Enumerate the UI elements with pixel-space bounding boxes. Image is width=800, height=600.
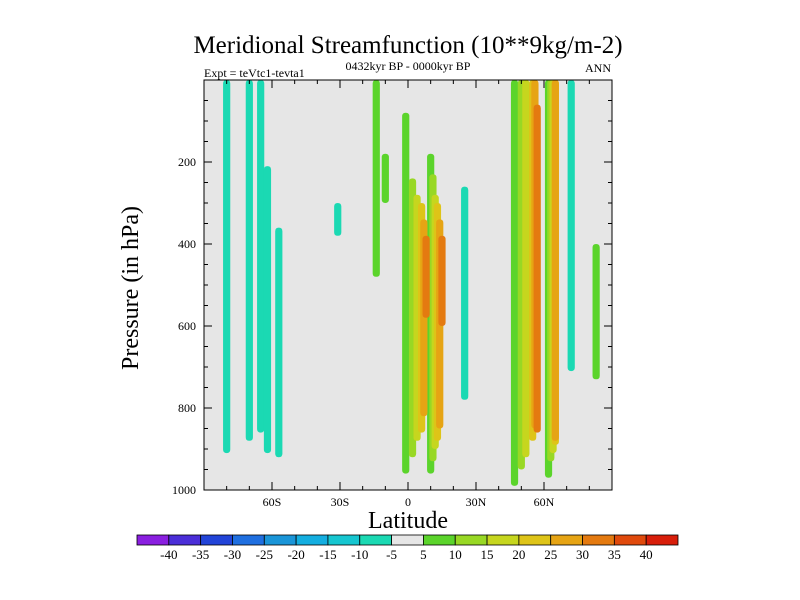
colorbar-label-9: 10 bbox=[449, 547, 462, 562]
contour-cell--5-3 bbox=[263, 166, 272, 454]
x-tick-label-4: 60N bbox=[534, 495, 555, 509]
contour-cell--5-5 bbox=[334, 203, 342, 236]
contour-cell-30-2 bbox=[533, 104, 541, 433]
colorbar-label-1: -35 bbox=[192, 547, 209, 562]
colorbar-box-11 bbox=[486, 534, 520, 546]
colorbar-box-6 bbox=[327, 534, 361, 546]
colorbar-label-14: 35 bbox=[608, 547, 621, 562]
colorbar-label-15: 40 bbox=[640, 547, 653, 562]
experiment-label: Expt = teVtc1-tevta1 bbox=[204, 66, 305, 80]
colorbar-box-14 bbox=[582, 534, 615, 546]
contour-cell-30-0 bbox=[422, 235, 430, 318]
colorbar-label-10: 15 bbox=[481, 547, 494, 562]
colorbar-box-12 bbox=[518, 534, 552, 546]
contour-cell--5-6 bbox=[461, 186, 469, 400]
contour-cell--5-0 bbox=[223, 80, 231, 454]
time-range-label: 0432kyr BP - 0000kyr BP bbox=[346, 59, 471, 73]
contour-cell--5-7 bbox=[567, 80, 575, 372]
chart-title: Meridional Streamfunction (10**9kg/m-2) bbox=[193, 32, 622, 59]
contour-cell-5-6 bbox=[592, 244, 600, 380]
contour-cell-5-0 bbox=[372, 80, 380, 277]
x-tick-label-0: 60S bbox=[263, 495, 282, 509]
season-label: ANN bbox=[585, 61, 611, 75]
contour-cell-25-3 bbox=[551, 80, 559, 441]
colorbar-label-12: 25 bbox=[544, 547, 557, 562]
colorbar-label-7: -5 bbox=[386, 547, 397, 562]
y-tick-label-1: 400 bbox=[178, 237, 196, 251]
x-axis-title: Latitude bbox=[368, 508, 448, 534]
colorbar-box-15 bbox=[613, 534, 647, 546]
colorbar-label-3: -25 bbox=[256, 547, 273, 562]
y-axis-title: Pressure (in hPa) bbox=[118, 206, 144, 370]
x-tick-label-3: 30N bbox=[466, 495, 487, 509]
colorbar-box-9 bbox=[423, 534, 456, 546]
colorbar-label-11: 20 bbox=[512, 547, 525, 562]
colorbar-label-2: -30 bbox=[224, 547, 241, 562]
colorbar-label-4: -20 bbox=[287, 547, 304, 562]
colorbar-label-6: -10 bbox=[351, 547, 368, 562]
colorbar-box-16 bbox=[645, 534, 679, 546]
colorbar-box-5 bbox=[295, 534, 329, 546]
colorbar-label-13: 30 bbox=[576, 547, 589, 562]
contour-cell--5-1 bbox=[245, 80, 253, 441]
y-tick-label-0: 200 bbox=[178, 155, 196, 169]
contour-cell--5-4 bbox=[275, 227, 283, 458]
contour-cell-15-2 bbox=[522, 80, 530, 458]
contour-cell-5-4 bbox=[510, 80, 519, 486]
plot-area: 60S 30S 0 30N 60N 200 400 600 800 1000 bbox=[172, 79, 613, 509]
x-tick-label-2: 0 bbox=[405, 495, 411, 509]
colorbar-box-13 bbox=[550, 534, 583, 546]
colorbar-box-7 bbox=[359, 534, 392, 546]
y-tick-label-3: 800 bbox=[178, 401, 196, 415]
colorbar-box-10 bbox=[454, 534, 488, 546]
axis-ticks: 60S 30S 0 30N 60N 200 400 600 800 1000 bbox=[172, 80, 612, 509]
colorbar-box-8 bbox=[391, 534, 424, 546]
colorbar: -40 -35 -30 -25 -20 -15 -10 -5 5 10 15 20 25 30 35 40 bbox=[136, 534, 679, 562]
colorbar-box-3 bbox=[232, 534, 265, 546]
y-tick-label-2: 600 bbox=[178, 319, 196, 333]
colorbar-box-0 bbox=[136, 534, 170, 546]
contour-cell-30-1 bbox=[438, 235, 446, 326]
contour-cell-5-1 bbox=[381, 153, 389, 203]
contour-fills bbox=[223, 80, 600, 486]
contour-cell--5-2 bbox=[257, 80, 265, 433]
y-tick-label-4: 1000 bbox=[172, 483, 196, 497]
colorbar-label-8: 5 bbox=[420, 547, 427, 562]
x-tick-label-1: 30S bbox=[331, 495, 350, 509]
contour-cell-5-2 bbox=[402, 112, 410, 474]
colorbar-label-5: -15 bbox=[319, 547, 336, 562]
colorbar-box-4 bbox=[263, 534, 297, 546]
colorbar-box-2 bbox=[200, 534, 233, 546]
colorbar-label-0: -40 bbox=[160, 547, 177, 562]
colorbar-box-1 bbox=[168, 534, 202, 546]
